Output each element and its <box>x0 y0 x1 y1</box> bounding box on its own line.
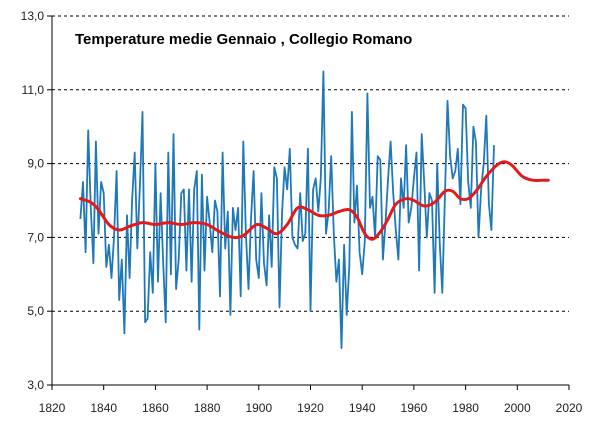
x-tick-label: 2000 <box>504 401 531 415</box>
x-tick-label: 1880 <box>194 401 221 415</box>
annual-series-line <box>79 70 495 350</box>
axes <box>47 15 570 390</box>
x-tick-label: 1840 <box>90 401 117 415</box>
y-tick-label: 3,0 <box>27 378 44 392</box>
series-lines <box>78 70 550 350</box>
x-tick-label: 1820 <box>39 401 66 415</box>
y-tick-label: 13,0 <box>21 9 45 23</box>
y-tick-label: 9,0 <box>27 157 44 171</box>
x-tick-label: 1900 <box>245 401 272 415</box>
smoothed-series-line <box>78 160 550 241</box>
x-tick-label: 2020 <box>556 401 583 415</box>
x-tick-label: 1860 <box>142 401 169 415</box>
chart-title: Temperature medie Gennaio , Collegio Rom… <box>75 31 412 48</box>
x-tick-labels: 1820 1840 1860 1880 1900 1920 1940 1960 1980 2000… <box>39 401 583 415</box>
y-tick-label: 7,0 <box>27 230 44 244</box>
x-tick-label: 1980 <box>452 401 479 415</box>
y-tick-label: 5,0 <box>27 304 44 318</box>
y-tick-label: 11,0 <box>22 83 45 97</box>
x-tick-label: 1920 <box>297 401 324 415</box>
y-tick-labels: 3,0 5,0 7,0 9,0 11,0 13,0 <box>21 9 45 392</box>
x-tick-label: 1960 <box>401 401 428 415</box>
x-tick-label: 1940 <box>349 401 376 415</box>
